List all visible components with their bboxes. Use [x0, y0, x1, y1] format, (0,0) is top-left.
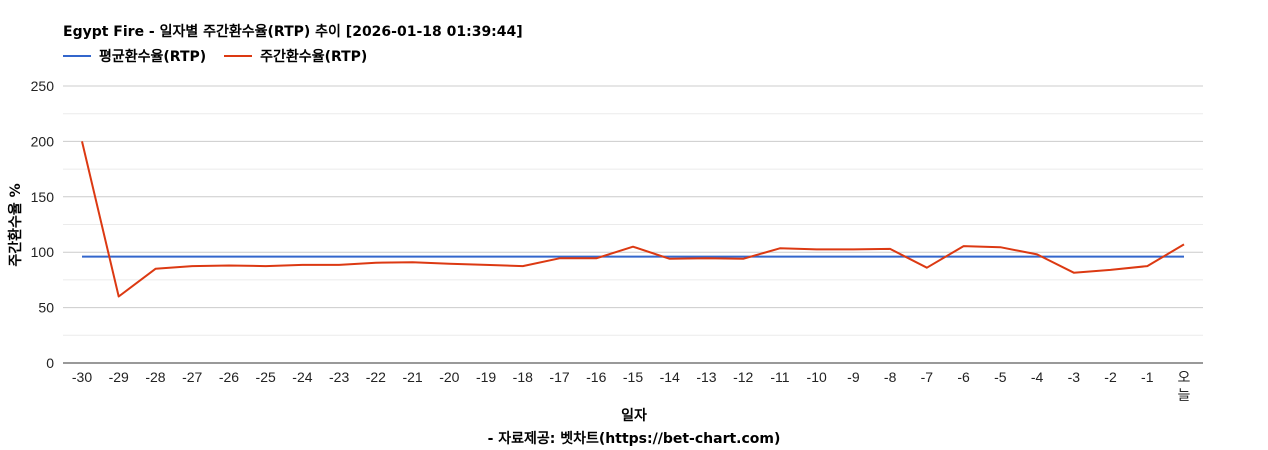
- x-tick-label: -1: [1141, 369, 1154, 385]
- x-tick-label: -26: [219, 369, 239, 385]
- x-tick-label: -12: [733, 369, 753, 385]
- x-tick-label: -27: [182, 369, 202, 385]
- x-tick-label: -7: [921, 369, 934, 385]
- y-tick-label: 100: [31, 244, 55, 260]
- chart-title: Egypt Fire - 일자별 주간환수율(RTP) 추이 [2026-01-…: [63, 24, 523, 40]
- x-tick-label: -30: [72, 369, 92, 385]
- x-tick-label: -24: [292, 369, 312, 385]
- y-tick-label: 0: [46, 355, 54, 371]
- x-tick-label: -14: [660, 369, 680, 385]
- x-tick-label: -8: [884, 369, 897, 385]
- legend-item-weekly[interactable]: 주간환수율(RTP): [224, 46, 367, 66]
- x-axis-title: 일자: [621, 408, 647, 424]
- x-tick-label: -15: [623, 369, 643, 385]
- x-tick-label: -13: [696, 369, 716, 385]
- x-tick-label: -19: [476, 369, 496, 385]
- x-tick-label: -29: [109, 369, 129, 385]
- x-tick-label: 늘: [1178, 387, 1191, 403]
- x-tick-label: -23: [329, 369, 349, 385]
- y-tick-label: 250: [31, 78, 55, 94]
- x-tick-label: -10: [807, 369, 827, 385]
- x-tick-label: -17: [549, 369, 569, 385]
- x-tick-label: -28: [145, 369, 165, 385]
- y-tick-label: 200: [31, 133, 55, 149]
- x-tick-label: -3: [1068, 369, 1081, 385]
- x-tick-label: -25: [256, 369, 276, 385]
- x-tick-label: -20: [439, 369, 459, 385]
- x-tick-label: -2: [1104, 369, 1117, 385]
- y-tick-label: 50: [38, 300, 54, 316]
- source-credit: - 자료제공: 벳차트(https://bet-chart.com): [487, 431, 781, 447]
- x-tick-label: -4: [1031, 369, 1044, 385]
- legend: 평균환수율(RTP) 주간환수율(RTP): [63, 46, 385, 66]
- y-axis-title: 주간환수율 %: [8, 183, 24, 267]
- x-tick-label: 오: [1178, 369, 1191, 385]
- legend-label-weekly: 주간환수율(RTP): [260, 49, 368, 65]
- x-tick-label: -11: [770, 369, 789, 385]
- series-line-weekly[interactable]: [81, 141, 1185, 298]
- x-tick-label: -9: [847, 369, 860, 385]
- legend-swatch-average: [63, 55, 91, 57]
- legend-swatch-weekly: [224, 55, 253, 57]
- legend-label-average: 평균환수율(RTP): [99, 49, 207, 65]
- x-tick-label: -22: [366, 369, 386, 385]
- x-tick-label: -6: [957, 369, 970, 385]
- y-tick-label: 150: [31, 189, 55, 205]
- legend-item-average[interactable]: 평균환수율(RTP): [63, 46, 206, 66]
- x-tick-label: -18: [513, 369, 533, 385]
- x-tick-label: -16: [586, 369, 606, 385]
- x-tick-label: -21: [402, 369, 422, 385]
- x-tick-label: -5: [994, 369, 1007, 385]
